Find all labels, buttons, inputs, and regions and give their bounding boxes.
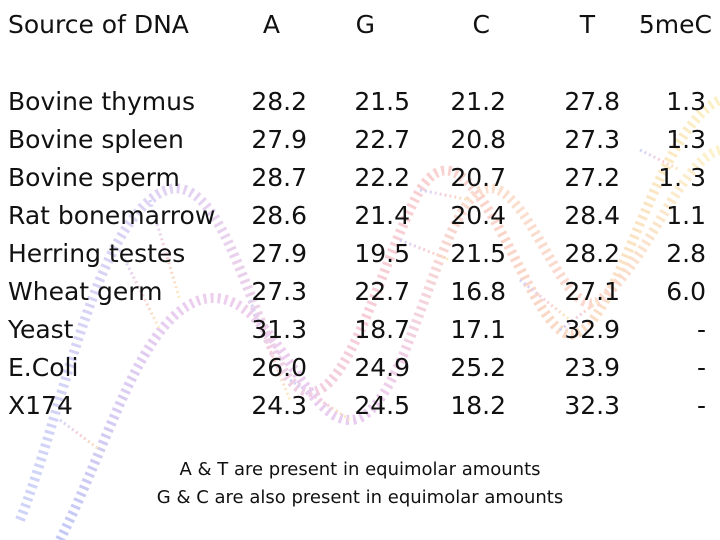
- row-a-value: 27.9: [251, 125, 307, 154]
- row-t-value: 32.9: [564, 315, 620, 344]
- row-a-value: 26.0: [251, 353, 307, 382]
- row-a-value: 27.3: [251, 277, 307, 306]
- row-c-value: 20.8: [450, 125, 506, 154]
- row-g-value: 18.7: [354, 315, 410, 344]
- row-g-value: 21.5: [354, 87, 410, 116]
- row-t-value: 27.8: [564, 87, 620, 116]
- row-a-value: 31.3: [251, 315, 307, 344]
- footnote-gc-equimolar: G & C are also present in equimolar amou…: [156, 487, 564, 508]
- header-a: A: [262, 10, 280, 39]
- header-t: T: [579, 10, 595, 39]
- row-5mec-value: 1. 3: [658, 163, 706, 192]
- row-5mec-value: -: [696, 353, 706, 382]
- row-5mec-value: 1.3: [666, 87, 706, 116]
- row-t-value: 28.4: [564, 201, 620, 230]
- row-g-value: 22.2: [354, 163, 410, 192]
- header-g: G: [355, 10, 375, 39]
- row-5mec-value: 1.3: [666, 125, 706, 154]
- row-g-value: 22.7: [354, 277, 410, 306]
- header-source: Source of DNA: [8, 10, 189, 39]
- row-source: Yeast: [8, 315, 74, 344]
- row-c-value: 18.2: [450, 391, 506, 420]
- row-a-value: 24.3: [251, 391, 307, 420]
- row-5mec-value: 2.8: [666, 239, 706, 268]
- footnote-at-equimolar: A & T are present in equimolar amounts: [179, 459, 541, 480]
- row-source: Wheat germ: [8, 277, 163, 306]
- row-g-value: 22.7: [354, 125, 410, 154]
- row-t-value: 27.2: [564, 163, 620, 192]
- row-t-value: 28.2: [564, 239, 620, 268]
- row-a-value: 28.2: [251, 87, 307, 116]
- row-g-value: 21.4: [354, 201, 410, 230]
- row-c-value: 21.5: [450, 239, 506, 268]
- row-g-value: 24.9: [354, 353, 410, 382]
- row-5mec-value: 6.0: [666, 277, 706, 306]
- row-c-value: 25.2: [450, 353, 506, 382]
- row-5mec-value: 1.1: [666, 201, 706, 230]
- row-source: Rat bonemarrow: [8, 201, 216, 230]
- row-t-value: 32.3: [564, 391, 620, 420]
- row-a-value: 28.6: [251, 201, 307, 230]
- row-t-value: 23.9: [564, 353, 620, 382]
- header-c: C: [472, 10, 490, 39]
- row-c-value: 20.7: [450, 163, 506, 192]
- row-a-value: 27.9: [251, 239, 307, 268]
- row-5mec-value: -: [696, 315, 706, 344]
- row-c-value: 17.1: [450, 315, 506, 344]
- row-source: E.Coli: [8, 353, 79, 382]
- row-source: X174: [8, 391, 73, 420]
- row-c-value: 21.2: [450, 87, 506, 116]
- row-5mec-value: -: [696, 391, 706, 420]
- row-g-value: 24.5: [354, 391, 410, 420]
- row-c-value: 16.8: [450, 277, 506, 306]
- header-5mec: 5meC: [638, 10, 712, 39]
- row-source: Bovine spleen: [8, 125, 184, 154]
- row-source: Bovine thymus: [8, 87, 196, 116]
- row-t-value: 27.3: [564, 125, 620, 154]
- row-a-value: 28.7: [251, 163, 307, 192]
- row-c-value: 20.4: [450, 201, 506, 230]
- row-source: Bovine sperm: [8, 163, 180, 192]
- row-source: Herring testes: [8, 239, 186, 268]
- row-g-value: 19.5: [354, 239, 410, 268]
- row-t-value: 27.1: [564, 277, 620, 306]
